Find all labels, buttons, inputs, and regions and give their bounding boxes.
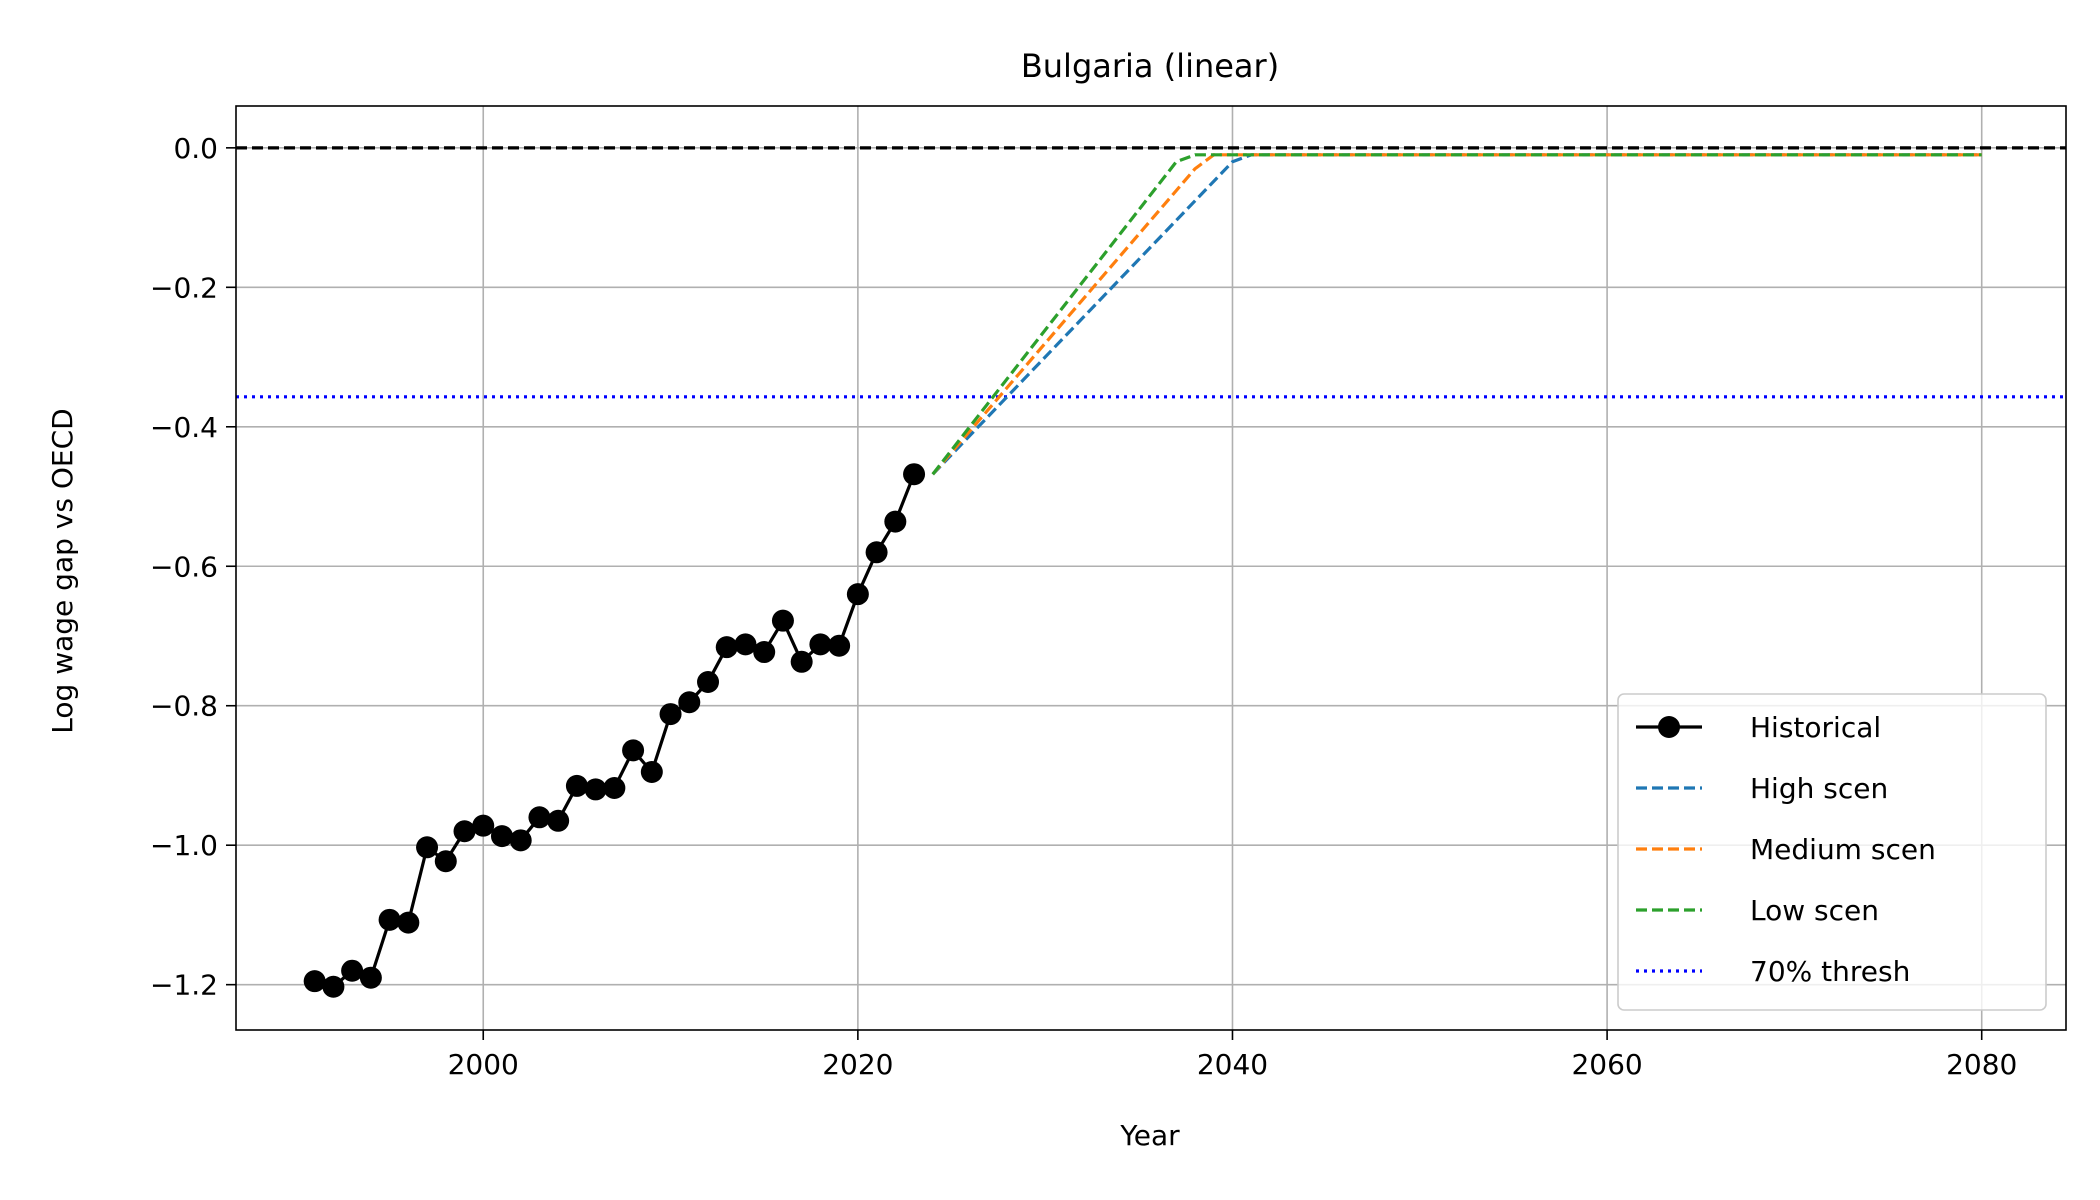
legend-label: High scen xyxy=(1750,772,1888,805)
historical-point xyxy=(584,778,607,801)
axis-ticks: 2000 2020 2040 2060 2080 0.0 −0.2 −0.4 −0.6 −0.8 −… xyxy=(150,132,2017,1081)
historical-point xyxy=(434,850,457,873)
historical-point xyxy=(416,836,439,859)
historical-point xyxy=(865,541,888,564)
legend-label: Low scen xyxy=(1750,894,1879,927)
historical-point xyxy=(828,634,851,657)
x-tick-label: 2060 xyxy=(1571,1048,1642,1081)
historical-point xyxy=(846,583,869,606)
legend-label: Historical xyxy=(1750,711,1881,744)
historical-point xyxy=(734,633,757,656)
y-tick-label: −0.6 xyxy=(150,550,218,583)
historical-point xyxy=(528,806,551,829)
x-tick-label: 2020 xyxy=(822,1048,893,1081)
x-tick-label: 2080 xyxy=(1946,1048,2017,1081)
historical-point xyxy=(565,774,588,797)
historical-point xyxy=(453,820,476,843)
historical-point xyxy=(678,691,701,714)
y-tick-label: −1.2 xyxy=(150,969,218,1002)
series-line-historical xyxy=(314,473,916,989)
historical-point xyxy=(903,463,926,486)
chart-title: Bulgaria (linear) xyxy=(1021,47,1279,85)
y-tick-label: −1.0 xyxy=(150,829,218,862)
legend-label: Medium scen xyxy=(1750,833,1936,866)
historical-point xyxy=(322,975,345,998)
historical-point xyxy=(397,911,420,934)
historical-point xyxy=(809,633,832,656)
historical-point xyxy=(490,825,513,848)
x-tick-label: 2000 xyxy=(448,1048,519,1081)
historical-point xyxy=(603,777,626,800)
historical-point xyxy=(509,829,532,852)
y-axis-label: Log wage gap vs OECD xyxy=(46,408,79,733)
plot-series xyxy=(236,146,2066,998)
historical-point xyxy=(771,609,794,632)
x-tick-label: 2040 xyxy=(1197,1048,1268,1081)
historical-point xyxy=(659,703,682,726)
historical-point xyxy=(341,959,364,982)
y-tick-label: −0.2 xyxy=(150,271,218,304)
historical-point xyxy=(378,908,401,931)
legend-label: 70% thresh xyxy=(1750,955,1910,988)
series-line-low-scen xyxy=(931,153,1982,476)
historical-point xyxy=(622,739,645,762)
historical-point xyxy=(547,809,570,832)
historical-point xyxy=(790,650,813,673)
legend: Historical High scen Medium scen Low scen 70… xyxy=(1617,693,2047,1011)
x-axis-label: Year xyxy=(1119,1119,1180,1152)
historical-point xyxy=(753,641,776,664)
historical-point xyxy=(640,760,663,783)
historical-point xyxy=(359,966,382,989)
historical-point xyxy=(884,510,907,533)
y-tick-label: −0.4 xyxy=(150,411,218,444)
axes-frame xyxy=(235,105,2067,1031)
historical-point xyxy=(697,671,720,694)
legend-box xyxy=(1617,693,2047,1011)
y-tick-label: −0.8 xyxy=(150,690,218,723)
historical-point xyxy=(472,814,495,837)
historical-point xyxy=(715,636,738,659)
y-tick-label: 0.0 xyxy=(173,132,218,165)
historical-point xyxy=(303,970,326,993)
legend-marker xyxy=(1658,716,1680,738)
